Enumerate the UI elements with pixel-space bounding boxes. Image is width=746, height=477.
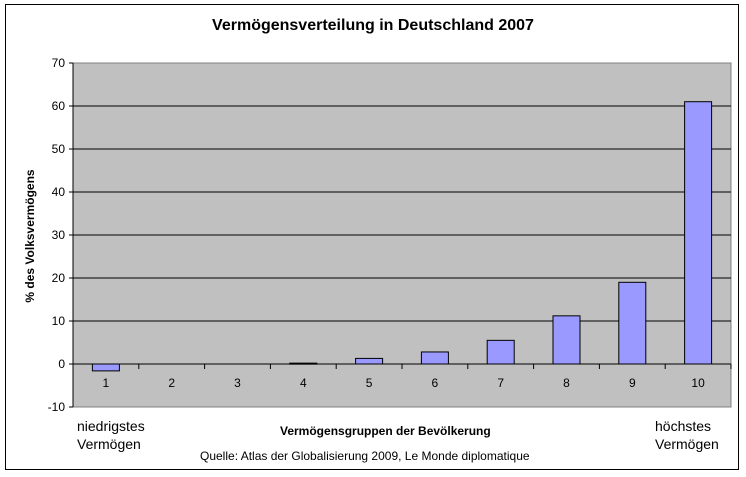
bar-1 xyxy=(91,363,120,372)
bar-7 xyxy=(486,339,515,365)
y-tick-label: 50 xyxy=(52,142,66,156)
x-tick-label: 1 xyxy=(103,376,110,390)
annotation-lowest-line1: niedrigstes xyxy=(77,418,145,434)
y-tick-label: 30 xyxy=(52,228,66,242)
bar-6 xyxy=(420,351,449,365)
x-tick-label: 10 xyxy=(691,376,705,390)
x-tick-label: 6 xyxy=(432,376,439,390)
x-tick-label: 4 xyxy=(300,376,307,390)
bar-8 xyxy=(552,315,581,365)
annotation-lowest: niedrigstes Vermögen xyxy=(77,417,145,453)
bar-10 xyxy=(684,101,713,365)
x-tick-label: 9 xyxy=(629,376,636,390)
y-tick-label: 70 xyxy=(52,56,66,70)
bar-4 xyxy=(289,362,318,365)
x-tick-label: 7 xyxy=(497,376,504,390)
y-tick-label: 40 xyxy=(52,185,66,199)
source-note: Quelle: Atlas der Globalisierung 2009, L… xyxy=(200,449,530,463)
x-tick-label: 8 xyxy=(563,376,570,390)
y-axis-label: % des Volksvermögens xyxy=(23,169,37,303)
x-tick-label: 2 xyxy=(168,376,175,390)
y-tick-label: 0 xyxy=(58,357,65,371)
annotation-highest: höchstes Vermögen xyxy=(655,417,719,453)
chart-title: Vermögensverteilung in Deutschland 2007 xyxy=(212,17,534,34)
x-tick-label: 3 xyxy=(234,376,241,390)
bar-9 xyxy=(618,281,647,365)
annotation-highest-line2: Vermögen xyxy=(655,436,719,452)
annotation-highest-line1: höchstes xyxy=(655,418,712,434)
y-tick-label: 60 xyxy=(52,99,66,113)
y-tick-label: 20 xyxy=(52,271,66,285)
bar-5 xyxy=(355,357,384,365)
x-axis-label: Vermögensgruppen der Bevölkerung xyxy=(280,424,491,438)
y-tick-label: 10 xyxy=(52,314,66,328)
x-tick-label: 5 xyxy=(366,376,373,390)
y-tick-label: -10 xyxy=(48,400,66,414)
annotation-lowest-line2: Vermögen xyxy=(77,436,141,452)
